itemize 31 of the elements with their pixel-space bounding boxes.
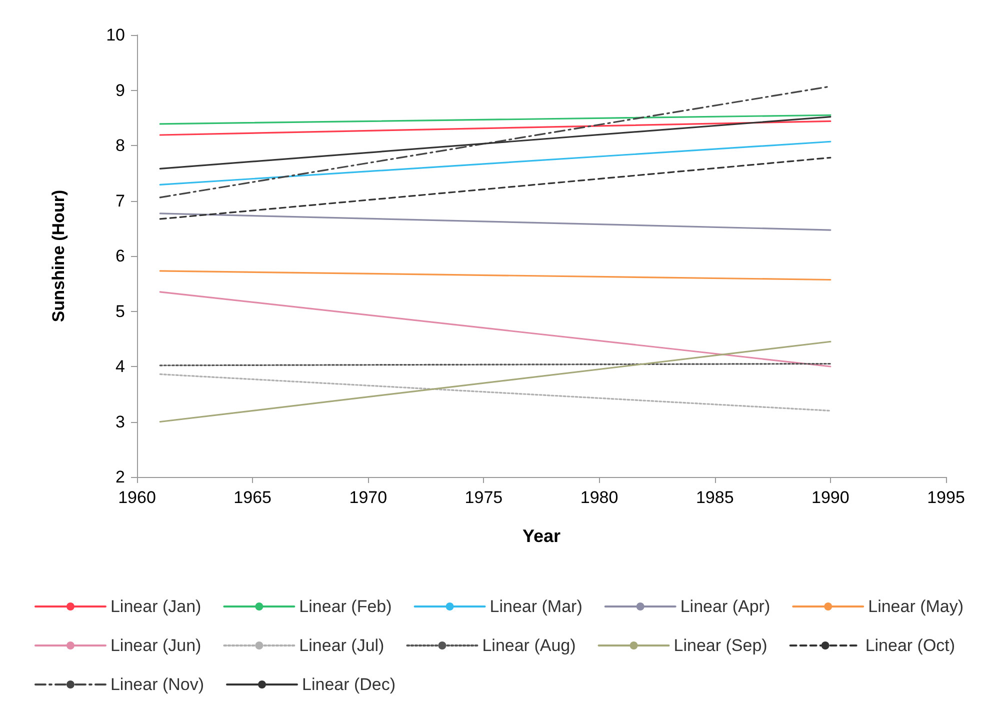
x-tick-label: 1960 <box>118 488 156 507</box>
x-tick-label: 1965 <box>234 488 272 507</box>
y-tick-label: 2 <box>116 468 125 486</box>
legend-label: Linear (Jan) <box>110 597 202 616</box>
legend-label: Linear (Oct) <box>865 636 956 655</box>
y-tick-label: 9 <box>116 80 125 100</box>
legend-label: Linear (Sep) <box>674 636 768 655</box>
legend-label: Linear (Nov) <box>110 675 204 694</box>
legend-label: Linear (Jul) <box>299 636 384 655</box>
x-tick-label: 1985 <box>696 488 734 507</box>
x-tick-label: 1970 <box>349 488 388 507</box>
legend-label: Linear (Jun) <box>110 636 202 655</box>
x-axis-title: Year <box>522 526 561 546</box>
y-tick-label: 8 <box>116 136 125 155</box>
legend-label: Linear (Mar) <box>490 597 582 616</box>
legend-label: Linear (May) <box>868 597 964 616</box>
y-tick-label: 4 <box>116 357 125 376</box>
y-tick-label: 5 <box>116 302 125 321</box>
y-tick-label: 3 <box>116 412 125 432</box>
x-tick-label: 1975 <box>464 488 503 507</box>
legend-label: Linear (Feb) <box>299 597 392 616</box>
x-tick-label: 1995 <box>927 488 965 507</box>
y-tick-label: 10 <box>106 26 125 44</box>
legend-label: Linear (Aug) <box>482 636 576 655</box>
legend-label: Linear (Dec) <box>302 675 396 694</box>
x-tick-label: 1980 <box>580 488 618 507</box>
y-tick-label: 7 <box>116 191 125 210</box>
y-axis-title: Sunshine (Hour) <box>49 190 68 322</box>
x-tick-label: 1990 <box>812 488 850 507</box>
y-tick-label: 6 <box>116 246 125 266</box>
legend-label: Linear (Apr) <box>680 597 770 616</box>
